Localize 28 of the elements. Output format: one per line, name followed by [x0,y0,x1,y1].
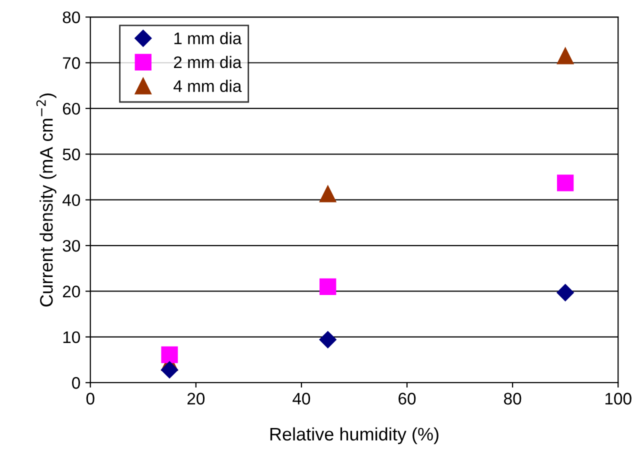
y-tick-label: 40 [62,194,80,206]
x-tick-label: 80 [504,392,522,405]
y-tick-label: 50 [62,148,80,160]
legend-label: 4 mm dia [174,80,242,92]
y-tick-label: 80 [62,11,80,24]
legend-label: 1 mm dia [174,32,242,44]
x-tick-label: 100 [605,392,632,405]
x-tick-label: 40 [292,392,310,405]
y-tick-label: 10 [63,331,80,344]
y-tick-label: 70 [62,57,80,69]
y-tick-label: 30 [62,240,80,252]
y-tick-label: 60 [62,102,80,115]
x-tick-label: 0 [86,392,94,405]
point [320,186,336,202]
y-tick-label: 0 [72,377,80,389]
point [160,361,178,378]
y-axis-title: Current density (mA cm$^{−2}$) [36,94,56,306]
point [319,331,336,348]
x-axis-title: Relative humidity (%) [270,427,438,444]
point [556,284,574,302]
point [556,174,574,192]
x-tick-label: 20 [187,392,205,405]
y-tick-label: 20 [62,286,80,298]
point [556,48,574,64]
point [161,346,178,364]
point [320,278,336,295]
legend-label: 2 mm dia [174,56,242,68]
x-tick-label: 60 [398,392,416,405]
